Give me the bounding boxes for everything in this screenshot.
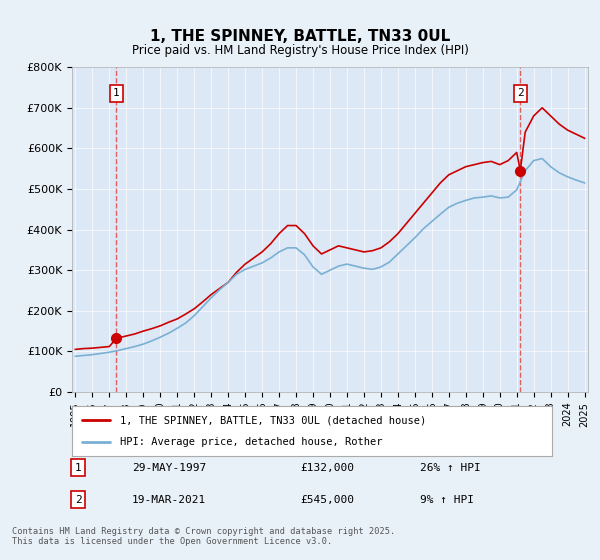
- Text: 9% ↑ HPI: 9% ↑ HPI: [420, 494, 474, 505]
- Text: £545,000: £545,000: [300, 494, 354, 505]
- Text: 1, THE SPINNEY, BATTLE, TN33 0UL (detached house): 1, THE SPINNEY, BATTLE, TN33 0UL (detach…: [120, 415, 426, 425]
- Text: 19-MAR-2021: 19-MAR-2021: [132, 494, 206, 505]
- Text: 2: 2: [74, 494, 82, 505]
- Text: 2: 2: [517, 88, 524, 98]
- Text: £132,000: £132,000: [300, 463, 354, 473]
- Text: 29-MAY-1997: 29-MAY-1997: [132, 463, 206, 473]
- Text: 1, THE SPINNEY, BATTLE, TN33 0UL: 1, THE SPINNEY, BATTLE, TN33 0UL: [150, 29, 450, 44]
- Text: Contains HM Land Registry data © Crown copyright and database right 2025.
This d: Contains HM Land Registry data © Crown c…: [12, 526, 395, 546]
- Text: HPI: Average price, detached house, Rother: HPI: Average price, detached house, Roth…: [120, 437, 383, 447]
- Text: 26% ↑ HPI: 26% ↑ HPI: [420, 463, 481, 473]
- Text: 1: 1: [113, 88, 119, 98]
- Text: 1: 1: [74, 463, 82, 473]
- Text: Price paid vs. HM Land Registry's House Price Index (HPI): Price paid vs. HM Land Registry's House …: [131, 44, 469, 57]
